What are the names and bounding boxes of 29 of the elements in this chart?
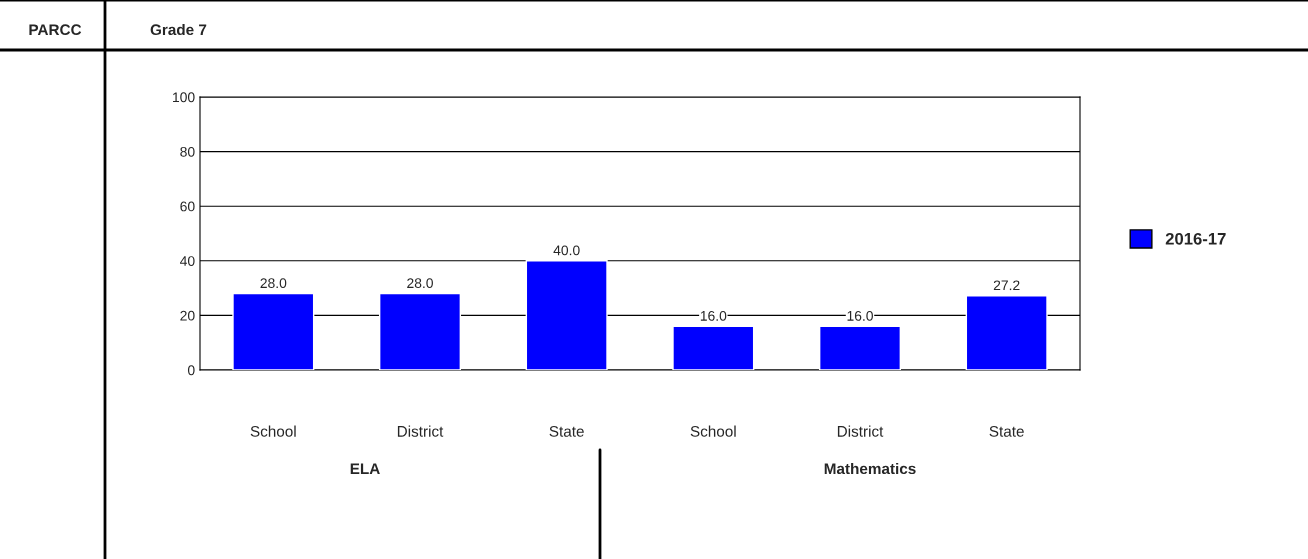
data-label: 40.0 [553, 245, 580, 256]
legend-label: 2016-17 [1165, 232, 1226, 245]
x-tick-label: District [397, 425, 444, 437]
x-tick-label: State [989, 425, 1024, 437]
bar [232, 292, 315, 370]
chart-title: Grade 7 [150, 23, 207, 36]
text: Mathematics [824, 462, 916, 475]
bar [965, 295, 1048, 370]
x-tick-label: School [250, 425, 296, 437]
x-tick-label: District [837, 425, 884, 437]
text: PARCC [29, 24, 82, 36]
x-tick-label: School [690, 425, 736, 437]
bar [525, 260, 608, 370]
text: ELA [350, 463, 380, 474]
x-tick-label: State [549, 425, 584, 437]
y-tick-label: 40 [180, 256, 195, 266]
bar [818, 325, 902, 370]
data-label: 16.0 [700, 310, 727, 321]
y-tick-label: 0 [187, 365, 195, 376]
data-label: 27.2 [993, 280, 1020, 291]
y-tick-label: 80 [180, 146, 195, 157]
y-tick-label: 100 [173, 92, 195, 103]
data-label: 28.0 [260, 278, 287, 289]
bar [672, 325, 755, 370]
bar [378, 292, 462, 370]
y-tick-label: 60 [180, 201, 195, 212]
y-tick-label: 20 [180, 310, 195, 321]
data-label: 28.0 [407, 278, 433, 289]
data-label: 16.0 [847, 310, 873, 321]
